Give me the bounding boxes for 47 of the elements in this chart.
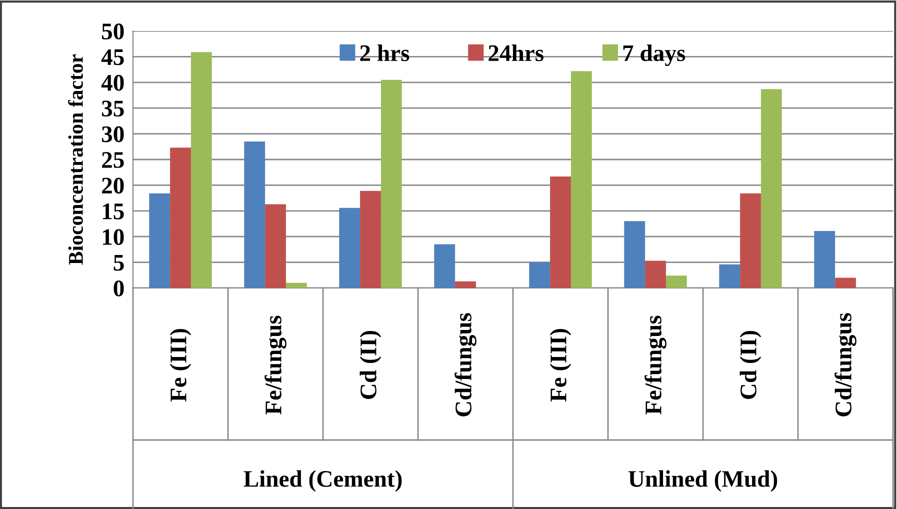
y-tick-label: 15 — [102, 204, 124, 220]
bar — [624, 221, 646, 288]
bar — [190, 52, 212, 288]
bar — [740, 193, 761, 288]
bar — [265, 204, 286, 288]
bar — [719, 264, 740, 288]
y-tick-label: 5 — [114, 255, 124, 271]
y-tick-label: 35 — [102, 100, 124, 117]
bar — [286, 282, 307, 288]
legend-label: 2 hrs — [360, 44, 410, 62]
text: Unlined (Mud) — [628, 470, 778, 492]
y-tick-label: 45 — [101, 49, 124, 66]
bar — [360, 190, 381, 288]
bar — [170, 148, 191, 288]
bar — [434, 244, 456, 288]
y-tick-label: 30 — [102, 126, 124, 142]
y-tick-label: 50 — [102, 23, 124, 40]
x-tick-label: Fe (III) — [550, 328, 572, 402]
bar — [814, 230, 836, 288]
x-tick-label: Fe (III) — [170, 328, 192, 402]
bar — [244, 142, 266, 288]
bar — [455, 281, 476, 288]
y-tick-label: 10 — [102, 229, 124, 246]
bar — [835, 278, 856, 288]
legend-label: 7 days — [623, 44, 686, 66]
x-tick-label: Cd (II) — [740, 330, 762, 399]
bar — [570, 71, 592, 288]
bar — [149, 193, 170, 288]
y-tick-label: 40 — [101, 74, 124, 91]
text: Lined (Cement) — [244, 470, 402, 492]
bar — [380, 80, 402, 288]
x-tick-label: Fe/fungus — [264, 316, 286, 414]
bar — [645, 260, 666, 288]
x-tick-label: Fe/fungus — [644, 316, 666, 414]
legend-label: 24hrs — [488, 44, 544, 62]
y-tick-label: 0 — [114, 280, 124, 296]
x-tick-label: Cd/fungus — [834, 313, 856, 416]
y-tick-label: 20 — [102, 178, 124, 194]
bar — [529, 262, 550, 288]
bar — [550, 176, 571, 288]
y-tick-label: 25 — [102, 152, 124, 168]
x-tick-label: Cd (II) — [360, 330, 382, 399]
bar — [760, 89, 782, 288]
bar — [339, 208, 360, 288]
bar — [666, 276, 687, 288]
y-axis-title: Bioconcentration factor — [68, 54, 83, 265]
x-tick-label: Cd/fungus — [454, 313, 476, 416]
